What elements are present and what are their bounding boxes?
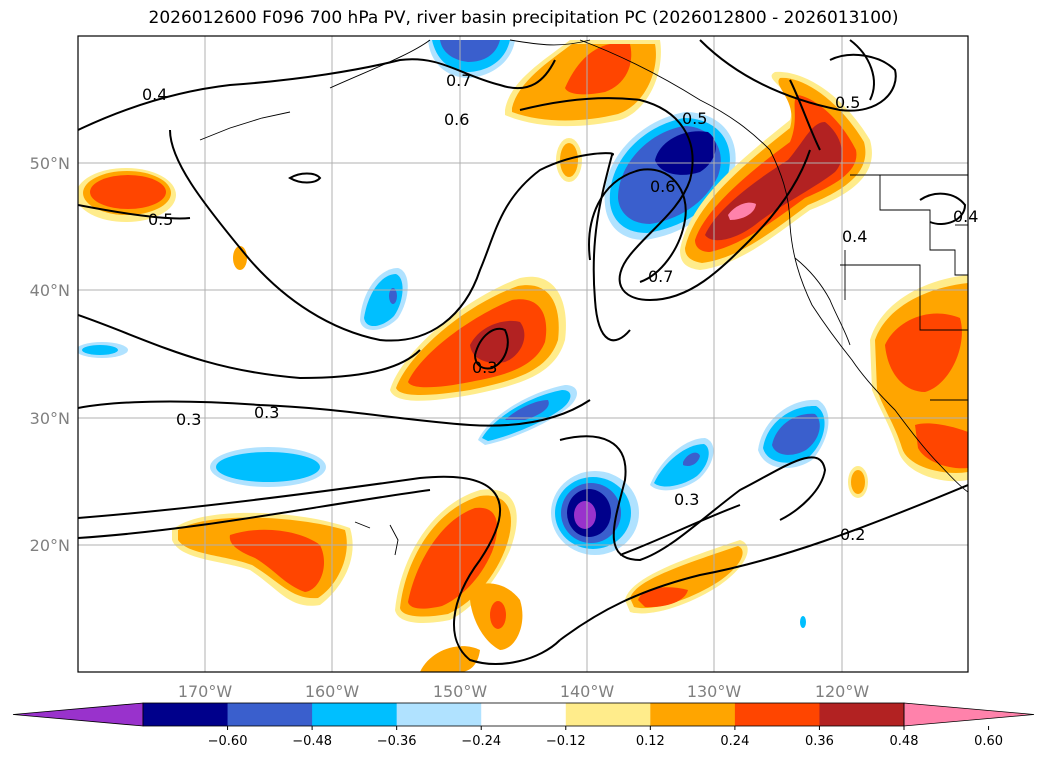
precip-shading (78, 40, 968, 672)
positive-anomaly-southwest-us (870, 275, 968, 482)
lat-axis: 50°N 40°N 30°N 20°N (30, 154, 70, 555)
colorbar-tick-label: −0.60 (208, 734, 248, 749)
colorbar-segment (565, 703, 651, 726)
contour-label: 0.3 (254, 403, 279, 422)
colorbar-tick-label: −0.36 (377, 734, 417, 749)
contour-label: 0.3 (472, 358, 497, 377)
positive-anomaly-south (625, 540, 748, 614)
contour-label: 0.3 (176, 410, 201, 429)
negative-anomaly-157w (360, 268, 408, 330)
contour-label: 0.7 (648, 267, 673, 286)
coastlines (199, 39, 968, 556)
negative-anomaly-165w (210, 447, 326, 487)
colorbar-segment (819, 703, 905, 726)
lat-tick-label: 20°N (30, 536, 70, 555)
positive-anomaly-148w (390, 276, 566, 401)
positive-anomaly-subtropical (172, 512, 353, 606)
colorbar-tick-label: 0.60 (974, 734, 1003, 749)
colorbar: −0.60 −0.48 −0.36 −0.24 −0.12 0.12 0.24 0.36 0.4… (12, 702, 1035, 749)
lon-tick-label: 170°W (178, 682, 233, 701)
colorbar-segment (650, 703, 736, 726)
pv-contours (78, 39, 968, 665)
map-frame (77, 35, 969, 673)
contour-label: 0.3 (674, 490, 699, 509)
contour-label: 0.4 (142, 85, 167, 104)
lon-tick-label: 130°W (687, 682, 742, 701)
contour-label: 0.5 (148, 210, 173, 229)
lon-tick-label: 160°W (305, 682, 360, 701)
colorbar-segment (481, 703, 567, 726)
lon-tick-label: 150°W (433, 682, 488, 701)
contour-label: 0.2 (840, 525, 865, 544)
colorbar-tick-label: −0.24 (461, 734, 501, 749)
contour-label: 0.6 (650, 177, 675, 196)
contour-label: 0.6 (444, 110, 469, 129)
lat-tick-label: 30°N (30, 409, 70, 428)
lon-tick-label: 120°W (815, 682, 870, 701)
colorbar-segment (143, 703, 229, 726)
colorbar-tick-label: 0.12 (636, 734, 665, 749)
positive-anomaly-gulf-alaska (505, 40, 661, 182)
negative-anomaly-133w (650, 438, 714, 491)
colorbar-tick-label: 0.48 (890, 734, 919, 749)
colorbar-extend-low (12, 702, 144, 727)
colorbar-segment (734, 703, 820, 726)
colorbar-tick-label: −0.48 (292, 734, 332, 749)
colorbar-segment (312, 703, 398, 726)
contour-label: 0.4 (842, 227, 867, 246)
lon-tick-label: 140°W (560, 682, 615, 701)
colorbar-extend-high (903, 702, 1035, 727)
contour-label: 0.5 (682, 109, 707, 128)
negative-anomaly-123w (758, 399, 829, 469)
colorbar-tick-label: −0.12 (546, 734, 586, 749)
positive-anomaly-pacific-nw (680, 71, 872, 270)
colorbar-tick-label: 0.36 (805, 734, 834, 749)
contour-labels: 0.7 0.6 0.4 0.5 0.6 0.7 0.4 0.4 0.5 0.3 … (142, 71, 978, 544)
graticule (78, 36, 968, 672)
colorbar-segment (396, 703, 482, 726)
negative-anomaly-140w (551, 471, 639, 555)
negative-anomaly-north (428, 40, 515, 78)
lon-axis: 170°W 160°W 150°W 140°W 130°W 120°W (178, 682, 870, 701)
lat-tick-label: 50°N (30, 154, 70, 173)
contour-label: 0.5 (835, 93, 860, 112)
contour-label: 0.4 (953, 207, 978, 226)
positive-anomaly-west (78, 168, 176, 222)
contour-label: 0.7 (446, 71, 471, 90)
positive-anomaly-150w (395, 489, 523, 672)
colorbar-segment (227, 703, 313, 726)
small-anomaly (233, 246, 247, 270)
colorbar-frame (142, 702, 905, 727)
lat-tick-label: 40°N (30, 281, 70, 300)
negative-anomaly-145w (478, 385, 578, 445)
plot-title: 2026012600 F096 700 hPa PV, river basin … (148, 8, 899, 28)
colorbar-tick-label: 0.24 (720, 734, 749, 749)
